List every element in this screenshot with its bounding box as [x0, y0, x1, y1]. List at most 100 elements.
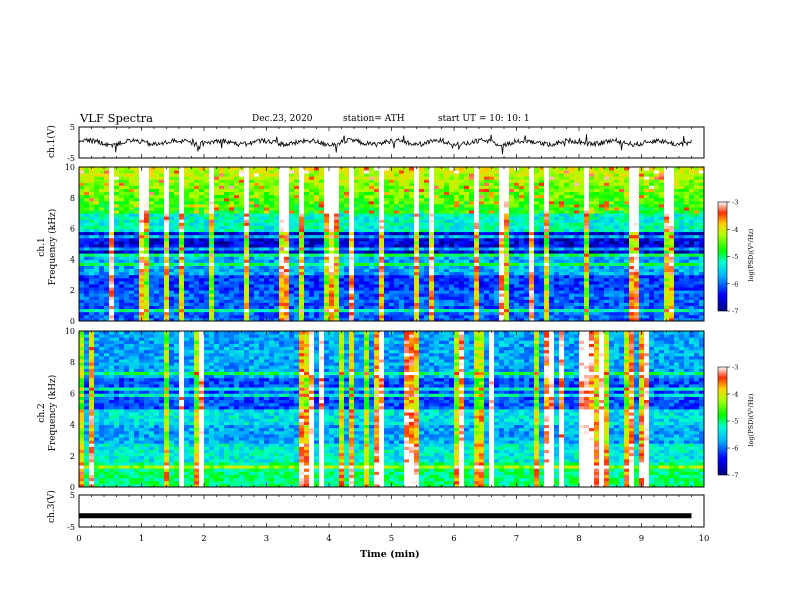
spectrogram-cell — [489, 271, 495, 276]
spectrogram-cell — [404, 317, 410, 322]
spectrogram-cell — [389, 197, 395, 202]
spectrogram-cell — [489, 253, 495, 257]
spectrogram-cell — [114, 228, 120, 233]
spectrogram-cell — [374, 317, 380, 322]
spectrogram-cell — [159, 290, 165, 294]
spectrogram-cell — [644, 247, 650, 251]
spectrogram-cell — [649, 256, 655, 260]
spectrogram-cell — [239, 210, 245, 214]
spectrogram-cell — [329, 231, 335, 236]
spectrogram-cell — [219, 287, 225, 291]
spectrogram-cell — [689, 311, 695, 316]
spectrogram-cell — [529, 308, 535, 313]
spectrogram-cell — [119, 203, 125, 208]
spectrogram-cell — [259, 314, 265, 319]
spectrogram-cell — [239, 302, 245, 306]
spectrogram-cell — [659, 317, 665, 322]
spectrogram-cell — [279, 247, 285, 251]
spectrogram-cell — [669, 210, 675, 214]
spectrogram-cell — [409, 244, 415, 248]
spectrogram-cell — [264, 225, 270, 229]
spectrogram-cell — [679, 280, 685, 285]
spectrogram-cell — [429, 314, 435, 319]
spectrogram-cell — [524, 200, 530, 205]
spectrogram-cell — [604, 234, 610, 239]
spectrogram-cell — [574, 274, 580, 279]
spectrogram-cell — [589, 244, 595, 248]
spectrogram-cell — [239, 284, 245, 288]
spectrogram-cell — [574, 271, 580, 276]
spectrogram-cell — [229, 213, 235, 217]
spectrogram-cell — [569, 284, 575, 288]
spectrogram-cell — [104, 219, 110, 223]
spectrogram-cell — [284, 290, 290, 294]
spectrogram-cell — [254, 262, 260, 266]
spectrogram-cell — [104, 207, 110, 211]
spectrogram-cell — [489, 225, 495, 229]
spectrogram-cell — [114, 200, 120, 205]
spectrogram-cell — [274, 296, 280, 300]
spectrogram-cell — [354, 302, 360, 306]
spectrogram-cell — [259, 280, 265, 285]
spectrogram-cell — [494, 210, 500, 214]
spectrogram-cell — [344, 237, 350, 242]
spectrogram-cell — [329, 219, 335, 223]
spectrogram-cell — [154, 231, 160, 236]
spectrogram-cell — [609, 250, 615, 254]
spectrogram-cell — [364, 200, 370, 205]
spectrogram-cell — [239, 268, 245, 273]
spectrogram-cell — [629, 284, 635, 288]
spectrogram-cell — [689, 210, 695, 214]
spectrogram-cell — [304, 259, 310, 263]
spectrogram-cell — [274, 231, 280, 236]
spectrogram-cell — [469, 274, 475, 279]
spectrogram-cell — [309, 317, 315, 322]
spectrogram-cell — [359, 268, 365, 273]
spectrogram-cell — [454, 308, 460, 313]
spectrogram-cell — [389, 280, 395, 285]
spectrogram-cell — [449, 207, 455, 211]
spectrogram-cell — [664, 311, 670, 316]
spectrogram-cell — [174, 259, 180, 263]
spectrogram-cell — [289, 293, 295, 297]
spectrogram-cell — [549, 287, 555, 291]
spectrogram-cell — [599, 317, 605, 322]
spectrogram-cell — [149, 314, 155, 319]
spectrogram-cell — [229, 231, 235, 236]
spectrogram-cell — [299, 311, 305, 316]
spectrogram-cell — [114, 222, 120, 226]
spectrogram-cell — [584, 287, 590, 291]
spectrogram-cell — [99, 219, 105, 223]
spectrogram-cell — [559, 222, 565, 226]
spectrogram-cell — [479, 290, 485, 294]
spectrogram-cell — [494, 247, 500, 251]
spectrogram-cell — [424, 299, 430, 303]
spectrogram-cell — [429, 305, 435, 310]
spectrogram-cell — [364, 197, 370, 202]
spectrogram-cell — [389, 293, 395, 297]
spectrogram-cell — [114, 237, 120, 242]
spectrogram-cell — [619, 302, 625, 306]
spectrogram-cell — [274, 207, 280, 211]
spectrogram-cell — [89, 305, 95, 310]
spectrogram-cell — [619, 237, 625, 242]
spectrogram-cell — [329, 222, 335, 226]
spectrogram-cell — [424, 200, 430, 205]
spectrogram-cell — [424, 219, 430, 223]
spectrogram-cell — [104, 274, 110, 279]
spectrogram-cell — [529, 284, 535, 288]
spectrogram-cell — [244, 299, 250, 303]
spectrogram-cell — [669, 259, 675, 263]
spectrogram-cell — [149, 274, 155, 279]
spectrogram-cell — [569, 247, 575, 251]
spectrogram-cell — [344, 207, 350, 211]
spectrogram-cell — [174, 231, 180, 236]
spectrogram-cell — [309, 293, 315, 297]
spectrogram-cell — [659, 228, 665, 233]
spectrogram-cell — [224, 237, 230, 242]
spectrogram-cell — [544, 259, 550, 263]
spectrogram-cell — [329, 197, 335, 202]
spectrogram-cell — [549, 210, 555, 214]
spectrogram-cell — [559, 262, 565, 266]
spectrogram-cell — [214, 277, 220, 282]
